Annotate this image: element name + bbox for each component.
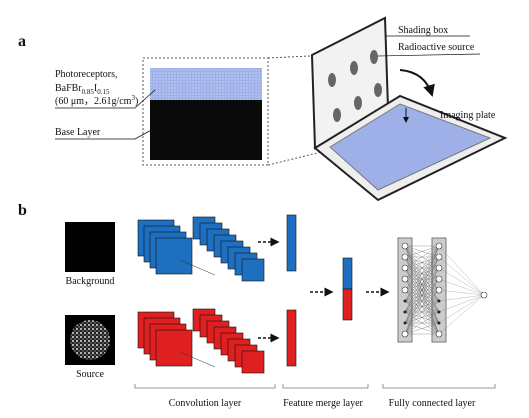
connection	[438, 294, 485, 324]
label: Photoreceptors,	[55, 69, 118, 80]
feature-vector	[286, 309, 297, 367]
connection	[404, 245, 440, 258]
connection	[438, 294, 485, 302]
neuron	[401, 242, 409, 250]
connection	[404, 245, 440, 280]
brackets	[134, 384, 496, 389]
neuron	[403, 321, 407, 325]
connection	[438, 294, 485, 313]
connection	[404, 322, 440, 335]
neuron	[435, 330, 443, 338]
label: Background	[66, 276, 115, 287]
neuron	[401, 253, 409, 261]
neuron	[435, 275, 443, 283]
connection	[404, 256, 440, 335]
sources	[328, 50, 382, 122]
connection	[404, 278, 440, 335]
neuron	[437, 310, 441, 314]
label: Radioactive source	[398, 42, 475, 53]
leader	[377, 53, 481, 57]
leader	[55, 89, 156, 109]
label: BaFBr0.85I0.15	[55, 83, 110, 96]
connection	[438, 294, 485, 335]
feature-vector	[286, 214, 297, 272]
connection	[404, 245, 440, 324]
arrows	[258, 237, 390, 343]
imaging-plate	[329, 103, 492, 191]
connection	[438, 278, 485, 296]
leader	[55, 127, 156, 140]
panel-label: a	[18, 33, 26, 50]
label: Imaging plate	[440, 110, 496, 121]
neuron	[401, 286, 409, 294]
rotate-arrow	[399, 69, 435, 97]
kernel-line	[179, 259, 216, 276]
connection	[404, 245, 440, 291]
feature-map	[241, 258, 265, 282]
photoreceptor-layer	[150, 68, 262, 100]
label: (60 μm，2.61g/cm3)	[55, 94, 138, 107]
label: Convolution layer	[169, 398, 242, 409]
neuron	[401, 275, 409, 283]
connection	[438, 245, 485, 296]
label: Base Layer	[55, 127, 101, 138]
merged-vector	[342, 288, 353, 321]
neuron	[403, 299, 407, 303]
output-neuron	[480, 291, 488, 299]
connection	[404, 300, 440, 335]
feature-map	[155, 237, 193, 275]
feature-map	[155, 329, 193, 367]
connection	[438, 289, 485, 296]
background-input	[65, 222, 115, 272]
label: Feature merge layer	[283, 398, 363, 409]
neuron	[403, 310, 407, 314]
connection	[404, 245, 440, 313]
feature-map	[241, 350, 265, 374]
kernel-line	[179, 351, 216, 368]
connection	[404, 245, 440, 302]
neuron	[401, 330, 409, 338]
fully-connected	[397, 237, 488, 343]
connection	[404, 311, 440, 335]
source-image	[70, 320, 110, 360]
neuron	[435, 242, 443, 250]
label: Source	[76, 369, 104, 380]
base-layer	[150, 100, 262, 160]
panel-label: b	[18, 202, 27, 219]
label: Shading box	[398, 25, 448, 36]
connection	[438, 267, 485, 296]
connection	[404, 289, 440, 335]
label: Fully connected layer	[389, 398, 476, 409]
neuron	[437, 299, 441, 303]
merged-vector	[342, 257, 353, 290]
neuron	[401, 264, 409, 272]
neuron	[435, 264, 443, 272]
neuron	[435, 286, 443, 294]
conv-maps	[137, 216, 265, 374]
connection	[404, 245, 440, 335]
connection	[438, 256, 485, 296]
connection	[404, 267, 440, 335]
neuron	[435, 253, 443, 261]
neuron	[437, 321, 441, 325]
connection	[404, 245, 440, 269]
